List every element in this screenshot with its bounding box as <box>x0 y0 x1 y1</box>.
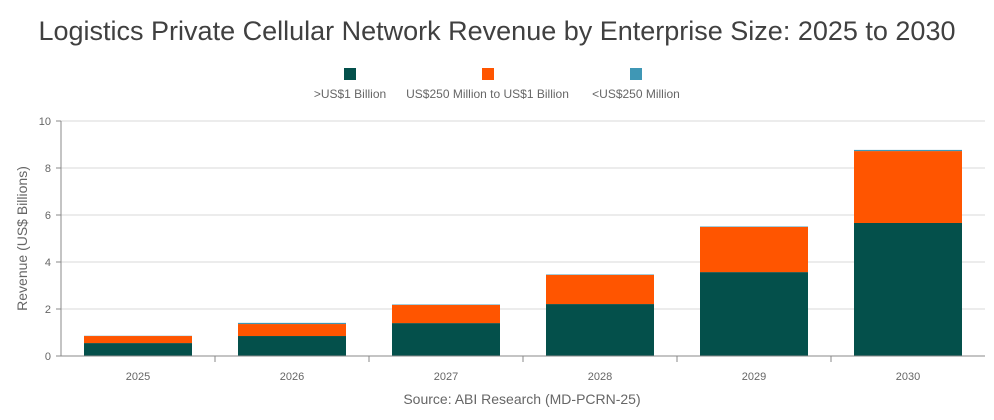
y-tick-label: 4 <box>45 257 51 269</box>
bar-segment <box>854 149 962 152</box>
bar-segment <box>392 323 500 356</box>
bar-segment <box>84 343 192 356</box>
x-tick-label: 2029 <box>742 371 766 383</box>
bar-segment <box>546 304 654 356</box>
chart-title: Logistics Private Cellular Network Reven… <box>38 16 956 46</box>
x-tick-label: 2026 <box>280 371 304 383</box>
bar-segment <box>546 274 654 305</box>
legend-item: US$250 Million to US$1 Billion <box>400 68 575 101</box>
chart-source: Source: ABI Research (MD-PCRN-25) <box>403 391 641 407</box>
y-tick-label: 2 <box>45 304 51 316</box>
bar-segment <box>700 226 808 273</box>
bar-segment <box>238 322 346 325</box>
bar-segment <box>238 336 346 356</box>
legend: >US$1 Billion US$250 Million to US$1 Bil… <box>0 68 994 108</box>
legend-item: >US$1 Billion <box>300 68 400 101</box>
x-tick-label: 2030 <box>896 371 920 383</box>
bar-segment <box>854 151 962 223</box>
legend-swatch <box>481 68 494 80</box>
x-tick-label: 2025 <box>126 371 150 383</box>
y-tick-label: 0 <box>45 351 51 363</box>
bar-segment <box>854 222 962 356</box>
legend-label: >US$1 Billion <box>313 87 387 101</box>
y-tick-label: 6 <box>45 210 51 222</box>
legend-swatch <box>630 68 642 80</box>
bar-segment <box>238 324 346 337</box>
legend-label: US$250 Million to US$1 Billion <box>406 87 569 101</box>
bar-segment <box>392 305 500 324</box>
legend-item: <US$250 Million <box>580 68 692 101</box>
x-tick-label: 2027 <box>434 371 458 383</box>
y-axis-label: Revenue (US$ Billions) <box>14 166 30 311</box>
y-tick-label: 10 <box>39 116 51 128</box>
bar-segment <box>84 336 192 344</box>
y-tick-label: 8 <box>45 163 51 175</box>
x-tick-label: 2028 <box>588 371 612 383</box>
legend-swatch <box>344 68 356 80</box>
legend-label: <US$250 Million <box>592 87 680 101</box>
bar-segment <box>700 272 808 356</box>
